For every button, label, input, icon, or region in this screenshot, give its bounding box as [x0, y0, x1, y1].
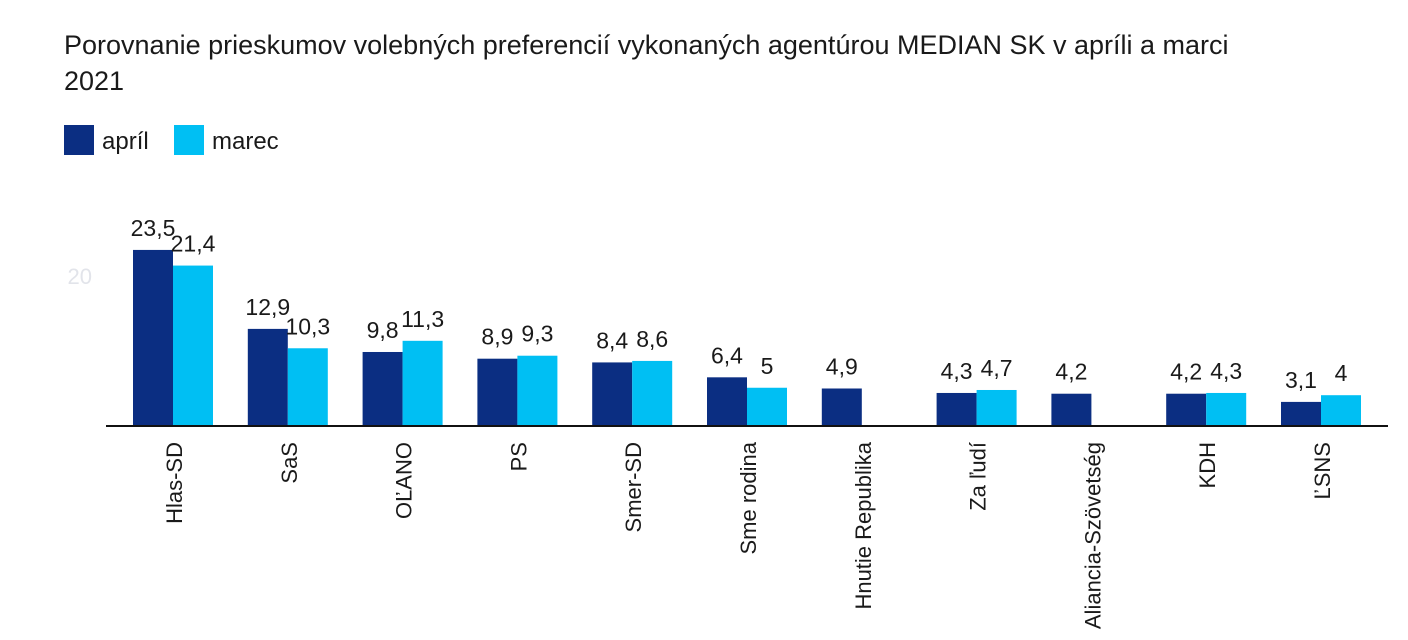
data-label: 8,9 [481, 324, 513, 350]
bar-apríl-7 [936, 392, 977, 425]
legend-label: marec [212, 128, 279, 155]
data-label: 5 [761, 353, 774, 379]
bar-marec-4 [632, 360, 673, 425]
value-labels: 23,521,4 12,910,3 9,8 11,3 8,9 9,3 8,4 8,6 6,4 5 4… [131, 215, 1348, 393]
data-label: 8,4 [596, 327, 628, 353]
data-label: 4,7 [981, 355, 1013, 381]
bars [133, 249, 1361, 425]
bar-marec-3 [517, 355, 558, 425]
x-tick-label: ĽSNS [1310, 442, 1335, 499]
chart-title: Porovnanie prieskumov volebných preferen… [64, 30, 1229, 96]
x-tick-label: Aliancia-Szövetség [1080, 442, 1105, 629]
x-tick-label: PS [506, 442, 531, 471]
bar-apríl-4 [592, 362, 633, 425]
legend-label: apríl [102, 128, 149, 155]
data-label: 9,3 [521, 321, 553, 347]
data-label: 11,3 [401, 306, 444, 332]
data-label: 4,9 [826, 353, 858, 379]
x-tick-label: KDH [1195, 442, 1220, 488]
bar-marec-7 [976, 389, 1017, 425]
data-label: 4 [1335, 360, 1348, 386]
x-tick-label: SaS [277, 442, 302, 484]
data-label: 8,6 [636, 326, 668, 352]
legend-swatch-apríl [64, 125, 94, 155]
chart-title-line: 2021 [64, 66, 124, 96]
x-axis: Hlas-SD SaS OĽANO PS Smer-SD Sme rodina Hnutie… [106, 425, 1388, 629]
data-label: 9,8 [367, 317, 399, 343]
bar-marec-5 [747, 387, 787, 425]
y-tick-label: 20 [68, 264, 92, 289]
data-label: 10,3 [285, 313, 330, 339]
bar-marec-0 [173, 265, 213, 425]
x-tick-label: Sme rodina [736, 441, 761, 554]
bar-apríl-6 [821, 388, 862, 425]
data-label: 4,3 [941, 358, 973, 384]
data-label: 21,4 [171, 231, 216, 257]
bar-apríl-5 [707, 377, 747, 425]
bar-apríl-1 [247, 328, 288, 425]
bar-apríl-2 [362, 351, 403, 425]
bar-marec-9 [1206, 392, 1247, 425]
x-tick-label: OĽANO [392, 442, 417, 519]
x-tick-label: Smer-SD [621, 442, 646, 532]
legend-swatch-marec [174, 125, 204, 155]
bar-apríl-9 [1166, 393, 1207, 425]
bar-marec-1 [287, 348, 328, 425]
x-tick-label: Hnutie Republika [851, 441, 876, 609]
data-label: 12,9 [245, 294, 290, 320]
bar-marec-2 [402, 340, 443, 425]
chart-title-line: Porovnanie prieskumov volebných preferen… [64, 30, 1229, 60]
legend: apríl marec [64, 125, 279, 155]
x-tick-label: Za ľudí [966, 442, 991, 511]
data-label: 4,3 [1210, 358, 1242, 384]
bar-apríl-8 [1051, 393, 1092, 425]
data-label: 23,5 [131, 215, 176, 241]
y-axis: 20 [68, 264, 92, 289]
data-label: 4,2 [1170, 359, 1202, 385]
x-tick-label: Hlas-SD [162, 442, 187, 524]
data-label: 3,1 [1285, 367, 1317, 393]
bar-apríl-0 [133, 249, 173, 425]
data-label: 6,4 [711, 342, 743, 368]
data-label: 4,2 [1055, 359, 1087, 385]
bar-marec-10 [1321, 395, 1361, 425]
bar-apríl-3 [477, 358, 518, 425]
bar-apríl-10 [1281, 401, 1321, 425]
